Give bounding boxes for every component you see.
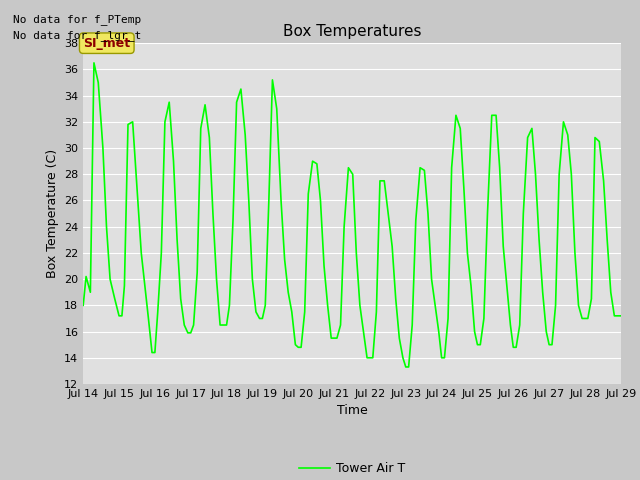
Tower Air T (402, 364, 410, 370)
Tower Air T (273, 106, 280, 112)
Text: SI_met: SI_met (83, 36, 131, 50)
Tower Air T (79, 302, 87, 308)
Tower Air T (614, 313, 622, 319)
Tower Air T (90, 60, 98, 66)
Text: No data for f_lgr_t: No data for f_lgr_t (13, 30, 141, 41)
Line: Tower Air T: Tower Air T (83, 63, 621, 367)
Tower Air T (428, 276, 435, 282)
Tower Air T (463, 250, 471, 256)
Legend: Tower Air T: Tower Air T (294, 457, 410, 480)
Tower Air T (617, 313, 625, 319)
Title: Box Temperatures: Box Temperatures (283, 24, 421, 39)
Tower Air T (412, 217, 420, 223)
Y-axis label: Box Temperature (C): Box Temperature (C) (45, 149, 58, 278)
Tower Air T (344, 165, 352, 170)
Text: No data for f_PTemp: No data for f_PTemp (13, 13, 141, 24)
X-axis label: Time: Time (337, 405, 367, 418)
